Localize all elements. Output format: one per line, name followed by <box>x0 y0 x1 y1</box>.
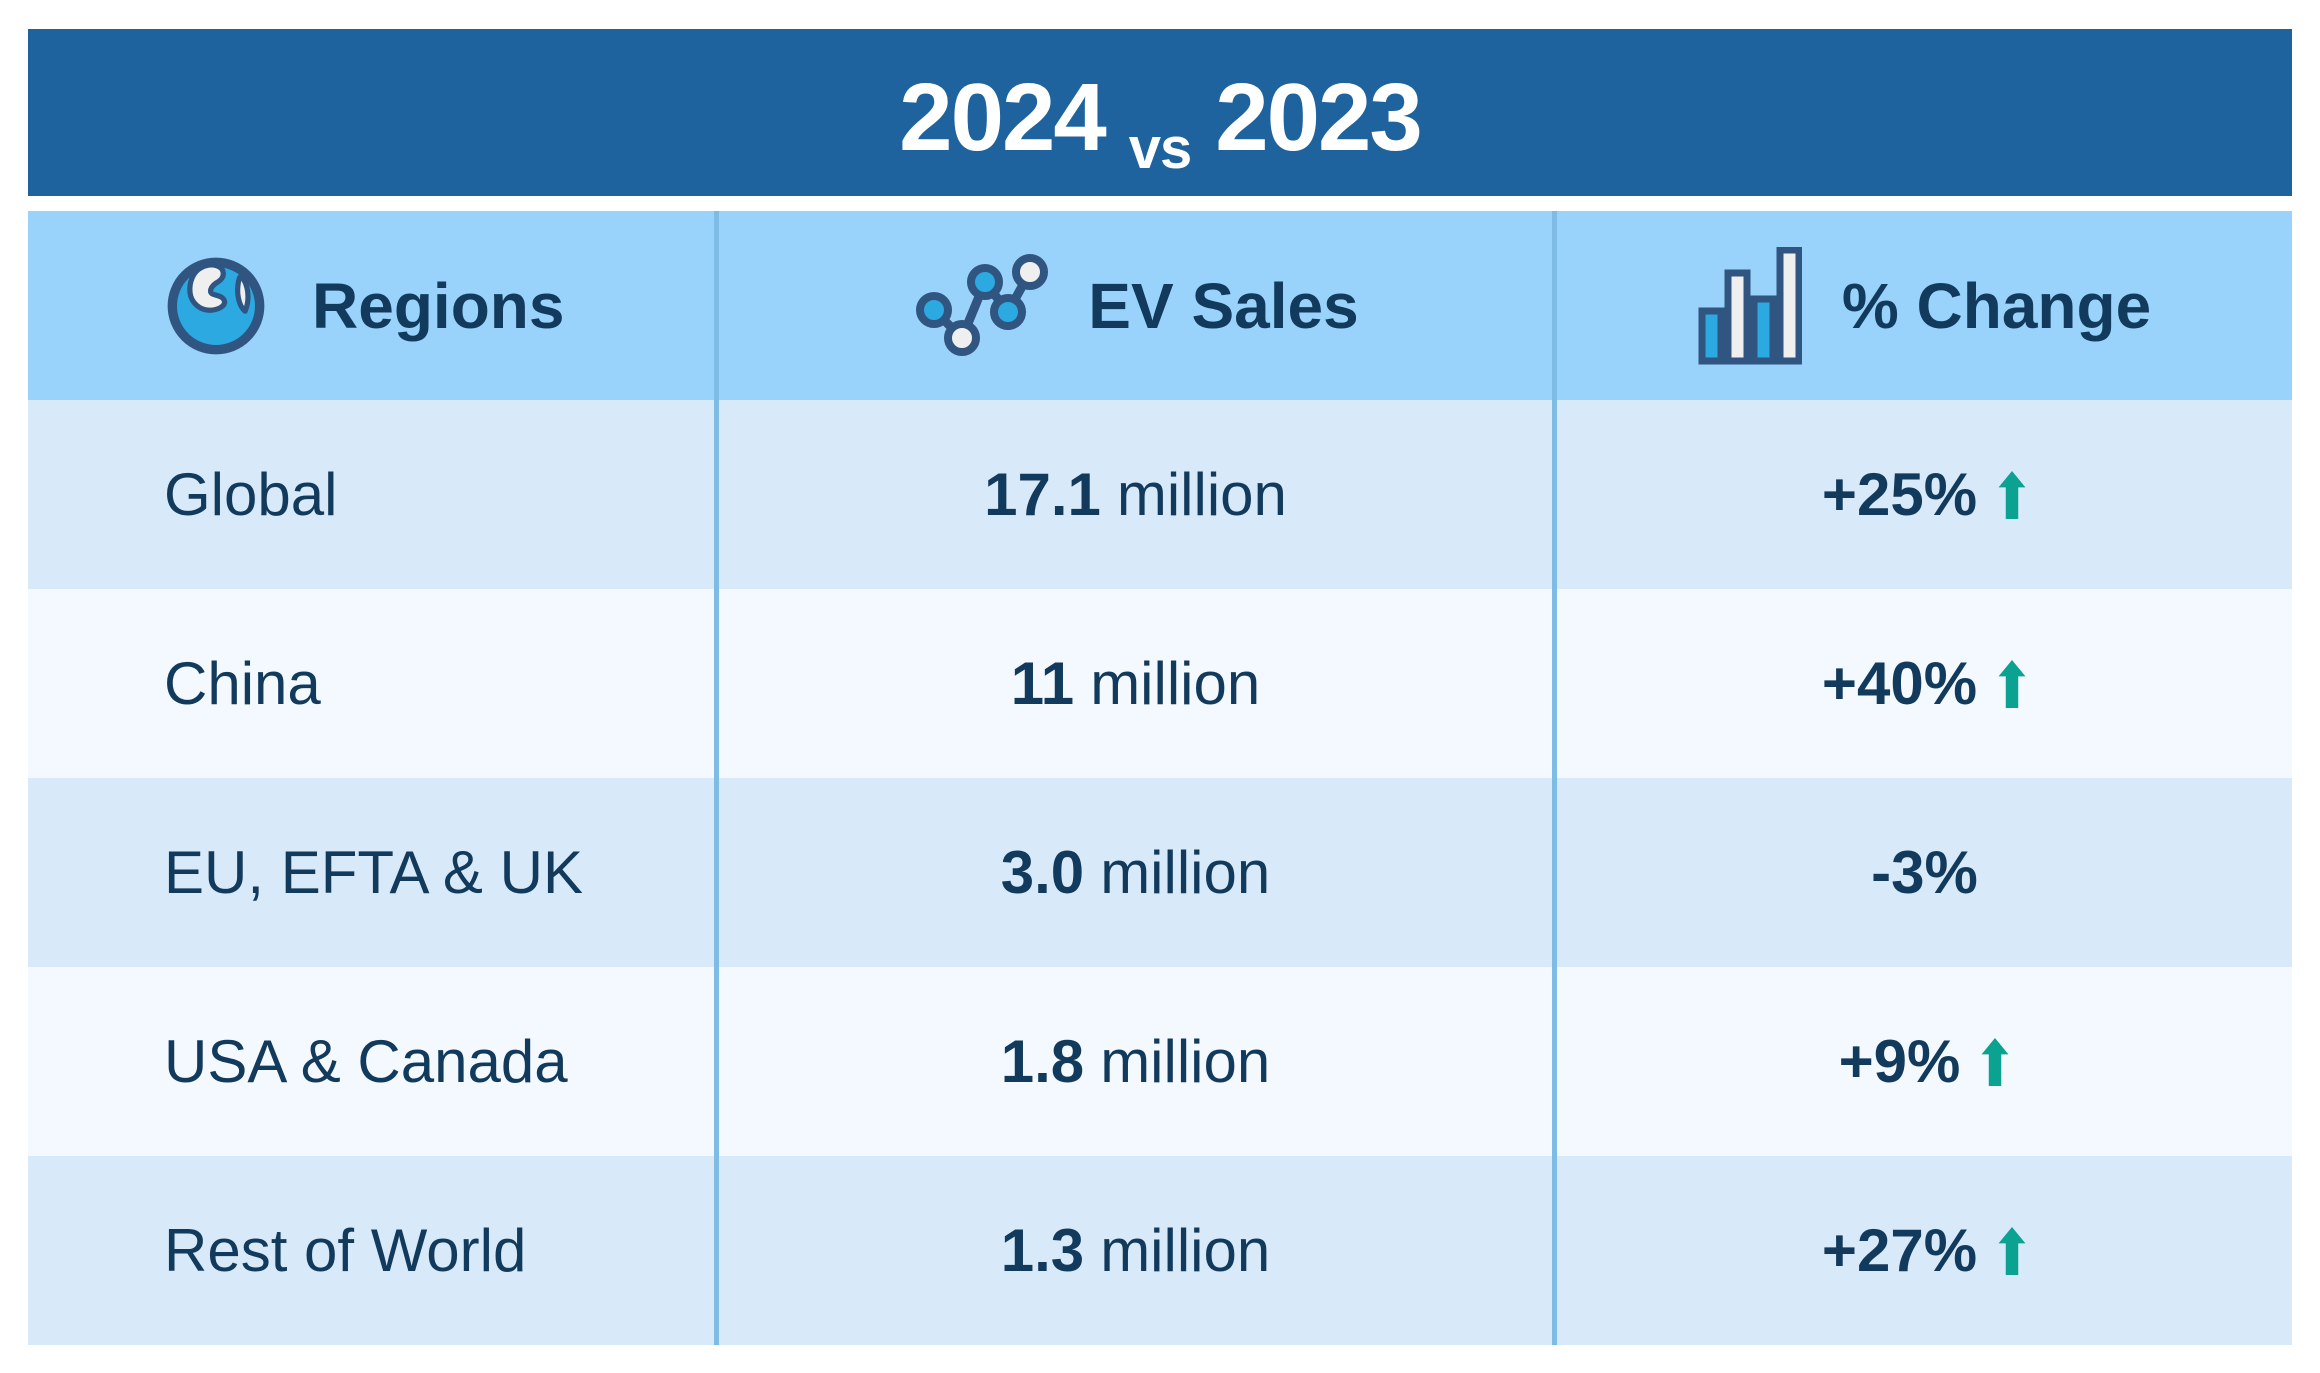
percent-change-cell: +25% <box>1552 400 2292 589</box>
ev-sales-table: Regions EV Sales <box>28 211 2292 1345</box>
region-cell: Rest of World <box>28 1156 714 1345</box>
ev-sales-value: 17.1 <box>984 461 1101 528</box>
trend-up-icon <box>1981 1037 2009 1086</box>
table-header-row: Regions EV Sales <box>28 211 2292 400</box>
ev-sales-text: 11 million <box>1011 649 1260 718</box>
ev-sales-text: 1.8 million <box>1001 1027 1270 1096</box>
percent-change-group: +25% <box>1822 460 2027 529</box>
ev-sales-cell: 1.3 million <box>714 1156 1552 1345</box>
trend-up-icon <box>1998 470 2026 519</box>
ev-sales-unit: million <box>1116 461 1287 528</box>
ev-sales-unit: million <box>1100 1028 1271 1095</box>
table-body: Global 17.1 million +25% China 11 millio… <box>28 400 2292 1345</box>
region-cell: EU, EFTA & UK <box>28 778 714 967</box>
region-cell: USA & Canada <box>28 967 714 1156</box>
title-year-left: 2024 <box>899 63 1107 171</box>
trend-up-icon <box>1998 1226 2026 1275</box>
region-name: China <box>164 650 321 717</box>
percent-change-cell: -3% <box>1552 778 2292 967</box>
percent-change-group: +27% <box>1822 1216 2027 1285</box>
region-name: Rest of World <box>164 1217 527 1284</box>
ev-sales-text: 1.3 million <box>1001 1216 1270 1285</box>
line-chart-icon <box>916 253 1049 356</box>
header-cell-ev-sales: EV Sales <box>714 211 1552 400</box>
ev-sales-text: 3.0 million <box>1001 838 1270 907</box>
table-row: Rest of World 1.3 million +27% <box>28 1156 2292 1345</box>
column-header-percent-change: % Change <box>1841 269 2152 342</box>
percent-change-cell: +27% <box>1552 1156 2292 1345</box>
ev-sales-value: 11 <box>1010 650 1075 717</box>
percent-change-cell: +9% <box>1552 967 2292 1156</box>
table-row: Global 17.1 million +25% <box>28 400 2292 589</box>
percent-change-value: +9% <box>1838 1028 1961 1095</box>
globe-icon <box>167 257 265 354</box>
percent-change-group: +9% <box>1839 1027 2011 1096</box>
ev-sales-cell: 11 million <box>714 589 1552 778</box>
ev-sales-cell: 1.8 million <box>714 967 1552 1156</box>
percent-change-value: +27% <box>1821 1217 1978 1284</box>
table-row: USA & Canada 1.8 million +9% <box>28 967 2292 1156</box>
ev-sales-text: 17.1 million <box>984 460 1287 529</box>
column-header-ev-sales: EV Sales <box>1088 269 1359 342</box>
title-bar: 2024 vs 2023 <box>28 29 2292 196</box>
header-cell-percent-change: % Change <box>1552 211 2292 400</box>
percent-change-value: -3% <box>1871 839 1978 906</box>
header-cell-regions: Regions <box>28 211 714 400</box>
bar-chart-icon <box>1698 246 1802 364</box>
ev-sales-value: 1.3 <box>1000 1217 1085 1284</box>
ev-sales-unit: million <box>1100 1217 1271 1284</box>
ev-sales-cell: 17.1 million <box>714 400 1552 589</box>
ev-sales-unit: million <box>1100 839 1271 906</box>
percent-change-value: +40% <box>1821 650 1978 717</box>
region-cell: Global <box>28 400 714 589</box>
table-row: China 11 million +40% <box>28 589 2292 778</box>
percent-change-cell: +40% <box>1552 589 2292 778</box>
percent-change-value: +25% <box>1821 461 1978 528</box>
ev-sales-unit: million <box>1090 650 1261 717</box>
table-row: EU, EFTA & UK 3.0 million -3% <box>28 778 2292 967</box>
percent-change-group: +40% <box>1822 649 2027 718</box>
region-cell: China <box>28 589 714 778</box>
region-name: Global <box>164 461 338 528</box>
region-name: EU, EFTA & UK <box>164 839 583 906</box>
ev-sales-cell: 3.0 million <box>714 778 1552 967</box>
ev-sales-value: 3.0 <box>1000 839 1085 906</box>
ev-sales-value: 1.8 <box>1000 1028 1085 1095</box>
percent-change-group: -3% <box>1871 838 1978 907</box>
column-header-regions: Regions <box>312 269 565 342</box>
title-vs: vs <box>1128 116 1193 181</box>
region-name: USA & Canada <box>164 1028 568 1095</box>
trend-up-icon <box>1998 659 2026 708</box>
title-year-right: 2023 <box>1215 63 1423 171</box>
